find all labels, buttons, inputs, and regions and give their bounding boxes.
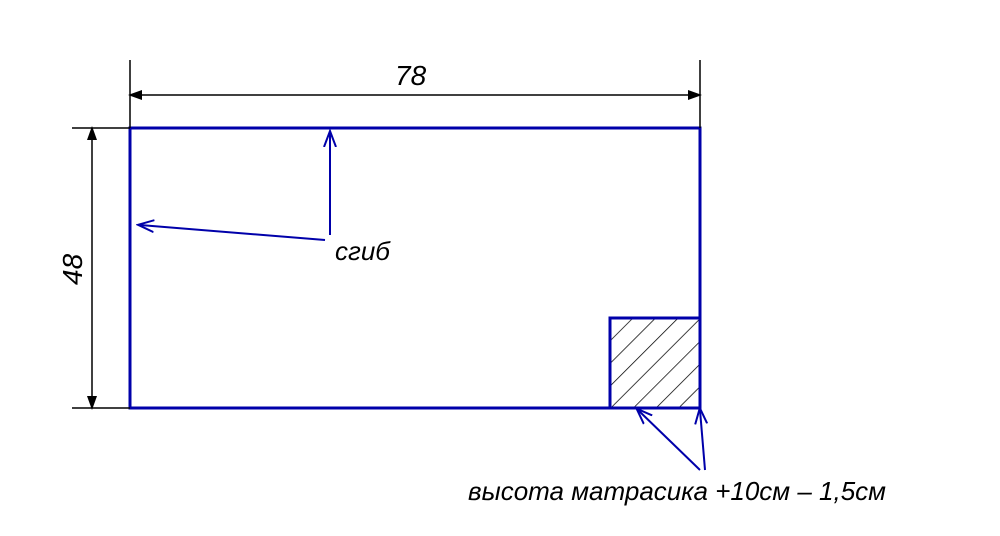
dimension-left-value: 48 [57,253,88,285]
corner-label: высота матрасика +10см – 1,5см [468,476,886,506]
dimension-top-value: 78 [395,60,427,91]
fold-annotation: сгиб [140,133,391,266]
corner-square [610,318,700,408]
dimension-top: 78 [130,60,700,128]
corner-annotation: высота матрасика +10см – 1,5см [468,410,886,506]
dimension-left: 48 [57,128,130,408]
fold-label: сгиб [335,236,391,266]
